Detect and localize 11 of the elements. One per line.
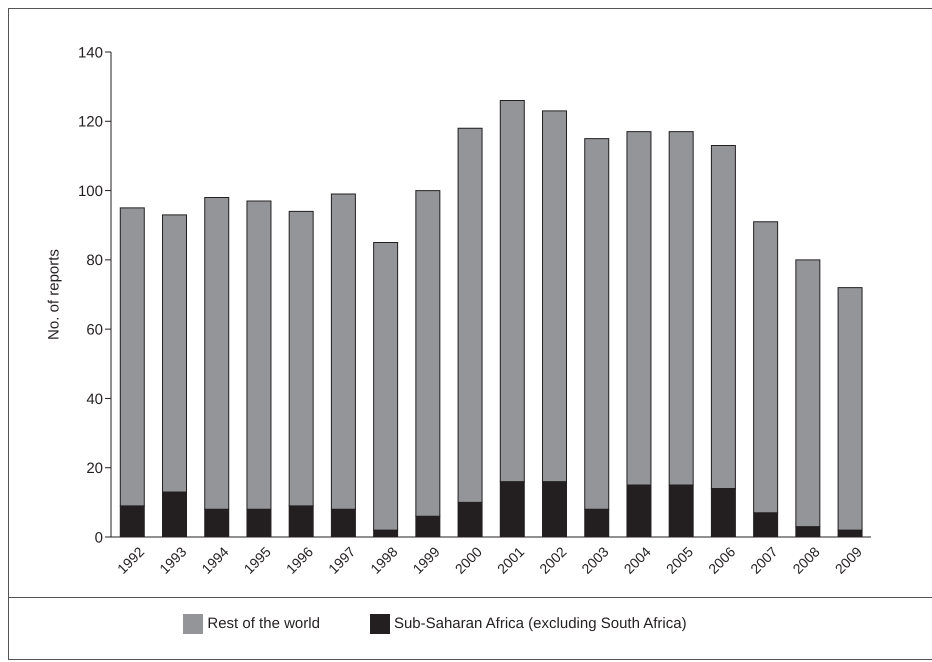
y-tick-label: 40 [86, 390, 103, 408]
y-tick-label: 120 [78, 114, 103, 131]
y-tick-label: 20 [86, 460, 103, 478]
y-tick-label: 60 [86, 321, 103, 338]
y-tick-label: 100 [78, 182, 103, 200]
legend-label: Rest of the world [207, 614, 320, 632]
legend-label: Sub-Saharan Africa (excluding South Africa) [394, 614, 687, 632]
y-tick-label: 80 [86, 252, 103, 270]
y-tick-label: 140 [78, 44, 103, 62]
y-axis-title: No. of reports [45, 249, 62, 340]
y-tick-label: 0 [94, 529, 103, 546]
